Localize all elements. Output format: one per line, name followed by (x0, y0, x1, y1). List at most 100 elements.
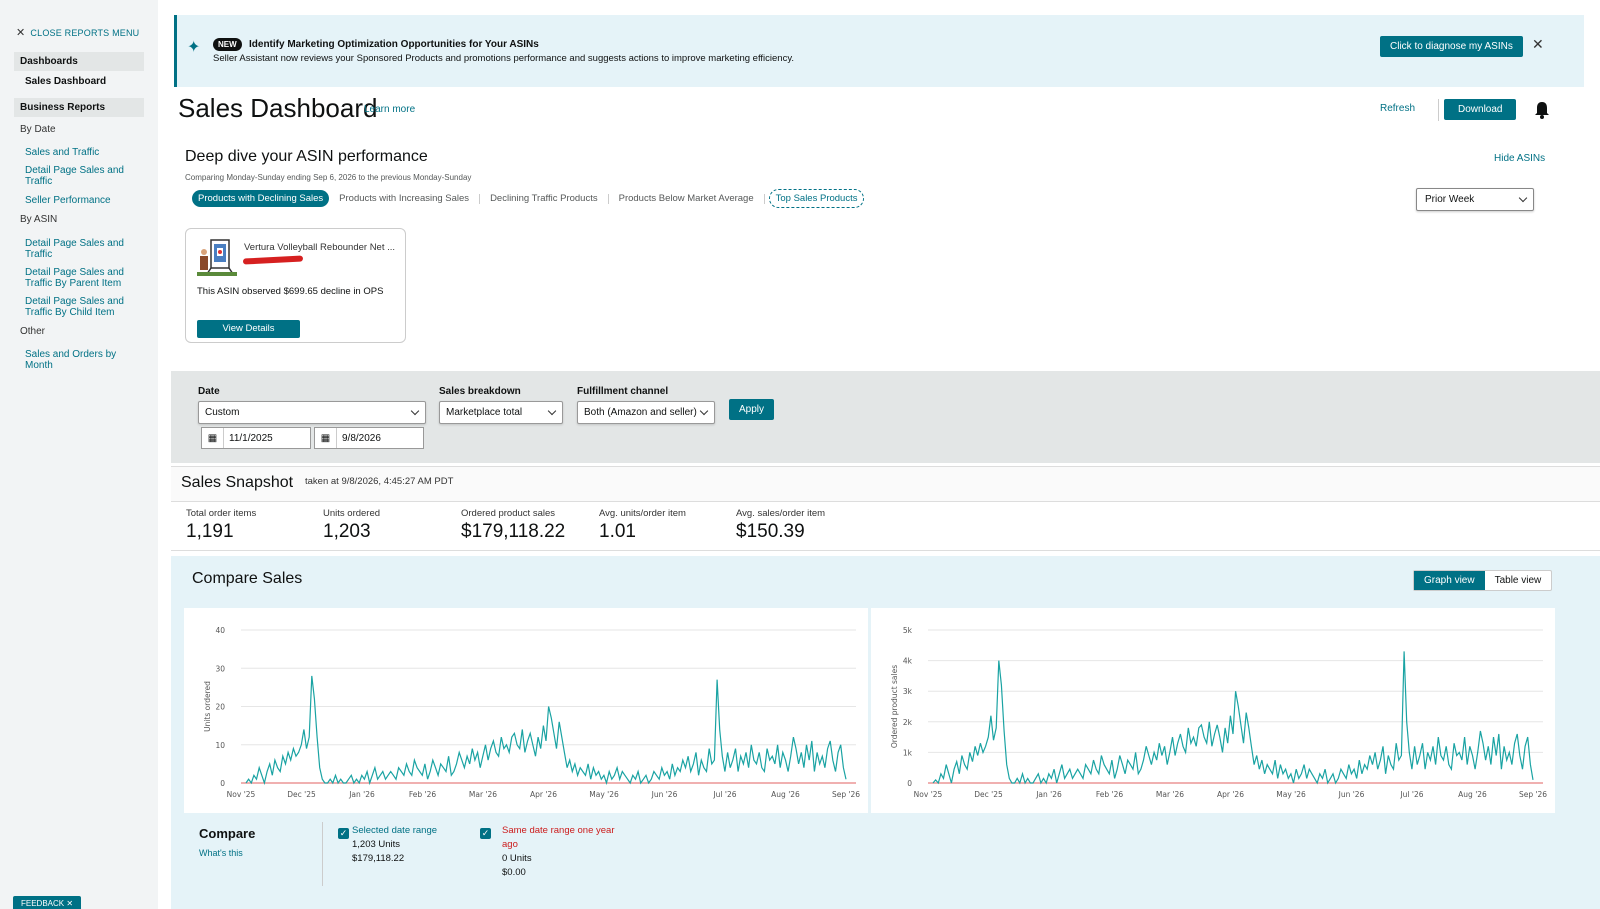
graph-view-button[interactable]: Graph view (1414, 571, 1485, 590)
y-tick-label: 0 (907, 779, 912, 788)
x-tick-label: Aug '26 (1458, 790, 1487, 799)
page-title: Sales Dashboard (178, 93, 378, 123)
download-button[interactable]: Download (1444, 99, 1517, 120)
x-tick-label: Sep '26 (832, 790, 860, 799)
tab-declining-sales[interactable]: Products with Declining Sales (192, 190, 330, 207)
metric-total-order-items: Total order items 1,191 (186, 508, 257, 542)
close-icon: ✕ (16, 27, 26, 39)
period-select[interactable]: Prior Week (1416, 188, 1534, 211)
date-label: Date (198, 386, 220, 397)
chevron-down-icon (410, 406, 420, 416)
x-tick-label: Apr '26 (530, 790, 557, 799)
whats-this-link[interactable]: What's this (199, 848, 243, 858)
x-tick-label: Sep '26 (1519, 790, 1547, 799)
selected-range-units: 1,203 Units (352, 839, 401, 850)
sales-breakdown-label: Sales breakdown (439, 386, 521, 397)
x-tick-label: Dec '25 (287, 790, 316, 799)
tab-divider (479, 193, 481, 204)
new-badge: NEW (213, 38, 242, 51)
tab-divider (763, 193, 765, 204)
y-tick-label: 2k (903, 718, 913, 727)
promo-banner: ✦ NEW Identify Marketing Optimization Op… (174, 15, 1584, 87)
calendar-icon: ▦ (315, 428, 337, 448)
diagnose-asins-button[interactable]: Click to diagnose my ASINs (1380, 36, 1523, 57)
y-tick-label: 3k (903, 687, 913, 696)
reports-sidebar: ✕ CLOSE REPORTS MENU Dashboards Sales Da… (0, 0, 158, 909)
selected-range-sales: $179,118.22 (352, 853, 405, 864)
sidebar-link-asin-child[interactable]: Detail Page Sales and Traffic By Child I… (25, 296, 124, 318)
metric-ordered-product-sales: Ordered product sales $179,118.22 (461, 508, 566, 542)
y-tick-label: 5k (903, 626, 913, 635)
sidebar-link-detail-page-sales[interactable]: Detail Page Sales and Traffic (25, 165, 124, 187)
y-tick-label: 20 (215, 703, 225, 712)
view-details-button[interactable]: View Details (197, 320, 300, 338)
sidebar-link-asin-detail[interactable]: Detail Page Sales and Traffic (25, 238, 124, 260)
chevron-down-icon (547, 406, 557, 416)
end-date-input[interactable]: ▦ 9/8/2026 (314, 427, 424, 449)
x-tick-label: Nov '25 (914, 790, 943, 799)
sidebar-link-asin-parent[interactable]: Detail Page Sales and Traffic By Parent … (25, 267, 124, 289)
y-axis-label: Units ordered (203, 681, 212, 732)
x-tick-label: May '26 (1276, 790, 1306, 799)
apply-button[interactable]: Apply (729, 399, 775, 420)
x-tick-label: Jul '26 (1399, 790, 1423, 799)
tab-declining-traffic[interactable]: Declining Traffic Products (490, 193, 598, 204)
table-view-button[interactable]: Table view (1494, 575, 1542, 586)
x-tick-label: Feb '26 (1096, 790, 1123, 799)
main-content: ✦ NEW Identify Marketing Optimization Op… (158, 0, 1600, 909)
calendar-icon: ▦ (202, 428, 224, 448)
x-tick-label: Nov '25 (227, 790, 256, 799)
sidebar-link-sales-and-traffic[interactable]: Sales and Traffic (25, 147, 100, 158)
prior-range-sales: $0.00 (502, 867, 526, 878)
sidebar-item-sales-dashboard[interactable]: Sales Dashboard (25, 76, 107, 87)
metric-units-ordered: Units ordered 1,203 (323, 508, 381, 542)
compare-sales-title: Compare Sales (192, 570, 303, 587)
learn-more-link[interactable]: Learn more (364, 104, 416, 115)
prior-range-checkbox[interactable]: ✓ (480, 828, 491, 839)
sidebar-group-dashboards: Dashboards (14, 52, 144, 71)
fulfillment-channel-label: Fulfillment channel (577, 386, 669, 397)
date-select[interactable]: Custom (198, 401, 426, 424)
view-toggle: Graph view Table view (1413, 570, 1553, 591)
selected-range-checkbox[interactable]: ✓ (338, 828, 349, 839)
chevron-down-icon (1518, 193, 1528, 203)
bell-icon[interactable] (1533, 100, 1551, 120)
deep-dive-title: Deep dive your ASIN performance (185, 148, 428, 165)
compare-label: Compare (199, 826, 256, 841)
fulfillment-channel-select[interactable]: Both (Amazon and seller) (577, 401, 715, 424)
x-tick-label: Aug '26 (771, 790, 800, 799)
sidebar-link-seller-performance[interactable]: Seller Performance (25, 195, 111, 206)
prior-range-label: Same date range one year ago (502, 825, 615, 850)
compare-sales-section: Compare Sales Graph view Table view 0 10 2… (171, 556, 1600, 909)
tab-top-sales[interactable]: Top Sales Products (768, 189, 865, 208)
header-divider (1438, 99, 1439, 121)
feedback-button[interactable]: FEEDBACK ✕ (13, 896, 82, 909)
sidebar-group-business-reports: Business Reports (14, 98, 144, 117)
units-chart: 0 10 20 30 40 Units ordered Nov '25 Dec '25 Jan … (184, 608, 868, 813)
selected-range-label: Selected date range (352, 825, 438, 836)
tab-increasing-sales[interactable]: Products with Increasing Sales (339, 193, 470, 204)
hide-asins-link[interactable]: Hide ASINs (1494, 153, 1546, 164)
y-tick-label: 4k (903, 657, 913, 666)
x-tick-label: Jun '26 (1338, 790, 1365, 799)
sales-breakdown-select[interactable]: Marketplace total (439, 401, 563, 424)
asin-card: Vertura Volleyball Rebounder Net ... Thi… (185, 228, 406, 343)
close-reports-menu[interactable]: ✕ CLOSE REPORTS MENU (16, 27, 140, 39)
x-tick-label: Jan '26 (348, 790, 375, 799)
metric-avg-sales: Avg. sales/order item $150.39 (736, 508, 826, 542)
sidebar-link-sales-orders-month[interactable]: Sales and Orders by Month (25, 349, 117, 371)
redaction-mark (242, 255, 304, 265)
start-date-input[interactable]: ▦ 11/1/2025 (201, 427, 311, 449)
y-tick-label: 0 (220, 779, 225, 788)
sales-snapshot-title: Sales Snapshot (181, 474, 294, 491)
refresh-button[interactable]: Refresh (1380, 103, 1416, 114)
tab-divider (607, 193, 609, 204)
banner-close-icon[interactable]: ✕ (1532, 36, 1544, 52)
asin-product-name[interactable]: Vertura Volleyball Rebounder Net ... (244, 242, 396, 253)
x-tick-label: Dec '25 (974, 790, 1003, 799)
banner-title: Identify Marketing Optimization Opportun… (249, 39, 539, 50)
tab-below-market[interactable]: Products Below Market Average (618, 193, 754, 204)
x-tick-label: May '26 (589, 790, 619, 799)
sales-chart: 0 1k 2k 3k 4k 5k Ordered product sales Nov '25 D… (871, 608, 1555, 813)
y-tick-label: 10 (215, 741, 225, 750)
